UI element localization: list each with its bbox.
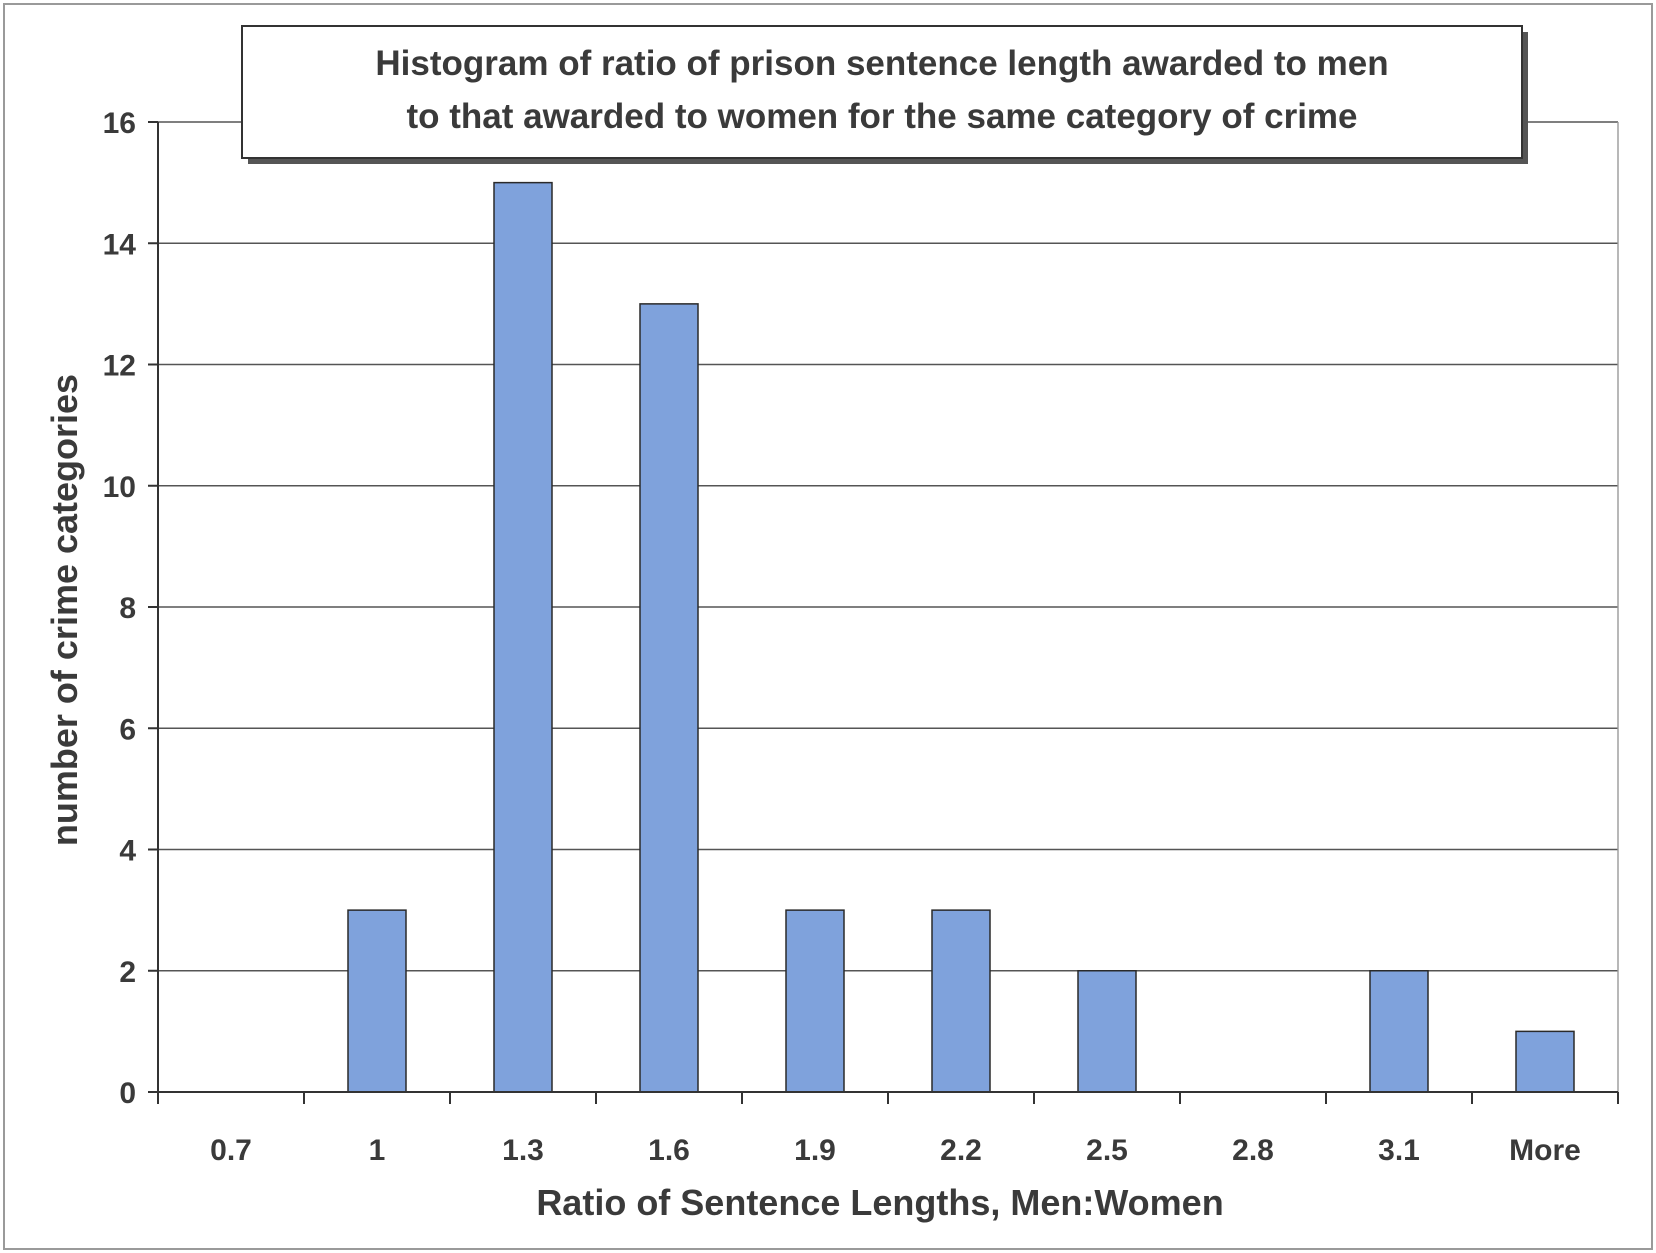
y-axis-title: number of crime categories [44,374,85,846]
bars [347,181,1575,1093]
bar [1369,970,1429,1093]
y-tick-label: 2 [119,956,136,989]
chart-title-line-2: to that awarded to women for the same ca… [406,97,1357,136]
y-tick-label: 4 [119,835,136,868]
x-tick-label: More [1509,1134,1581,1167]
y-tick-label: 14 [103,228,137,261]
title-box: Histogram of ratio of prison sentence le… [241,25,1528,164]
y-tick-labels: 0 2 4 6 8 10 12 14 16 [103,107,137,1110]
y-tick-label: 6 [119,713,136,746]
y-tick-label: 16 [103,107,136,140]
bar [493,181,553,1093]
title-box-border [241,25,1523,159]
x-tick-label: 1.6 [648,1134,690,1167]
y-tick-label: 0 [119,1077,136,1110]
bar [639,303,699,1093]
axes [148,121,1619,1104]
x-tick-label: 1 [369,1134,386,1167]
x-tick-labels: 0.7 1 1.3 1.6 1.9 2.2 2.5 2.8 3.1 More [210,1134,1581,1167]
chart-title-line-1: Histogram of ratio of prison sentence le… [375,44,1388,83]
bar [1515,1030,1575,1093]
y-tick-label: 8 [119,592,136,625]
bar [931,909,991,1093]
x-tick-label: 2.5 [1086,1134,1128,1167]
x-tick-label: 2.8 [1232,1134,1274,1167]
y-tick-label: 10 [103,471,136,504]
x-tick-label: 3.1 [1378,1134,1420,1167]
y-tick-label: 12 [103,350,136,383]
bar [1077,970,1137,1093]
x-tick-label: 1.9 [794,1134,836,1167]
x-tick-label: 1.3 [502,1134,544,1167]
x-tick-label: 2.2 [940,1134,982,1167]
bar [347,909,407,1093]
x-tick-label: 0.7 [210,1134,252,1167]
x-axis-title: Ratio of Sentence Lengths, Men:Women [536,1182,1223,1223]
bar [785,909,845,1093]
